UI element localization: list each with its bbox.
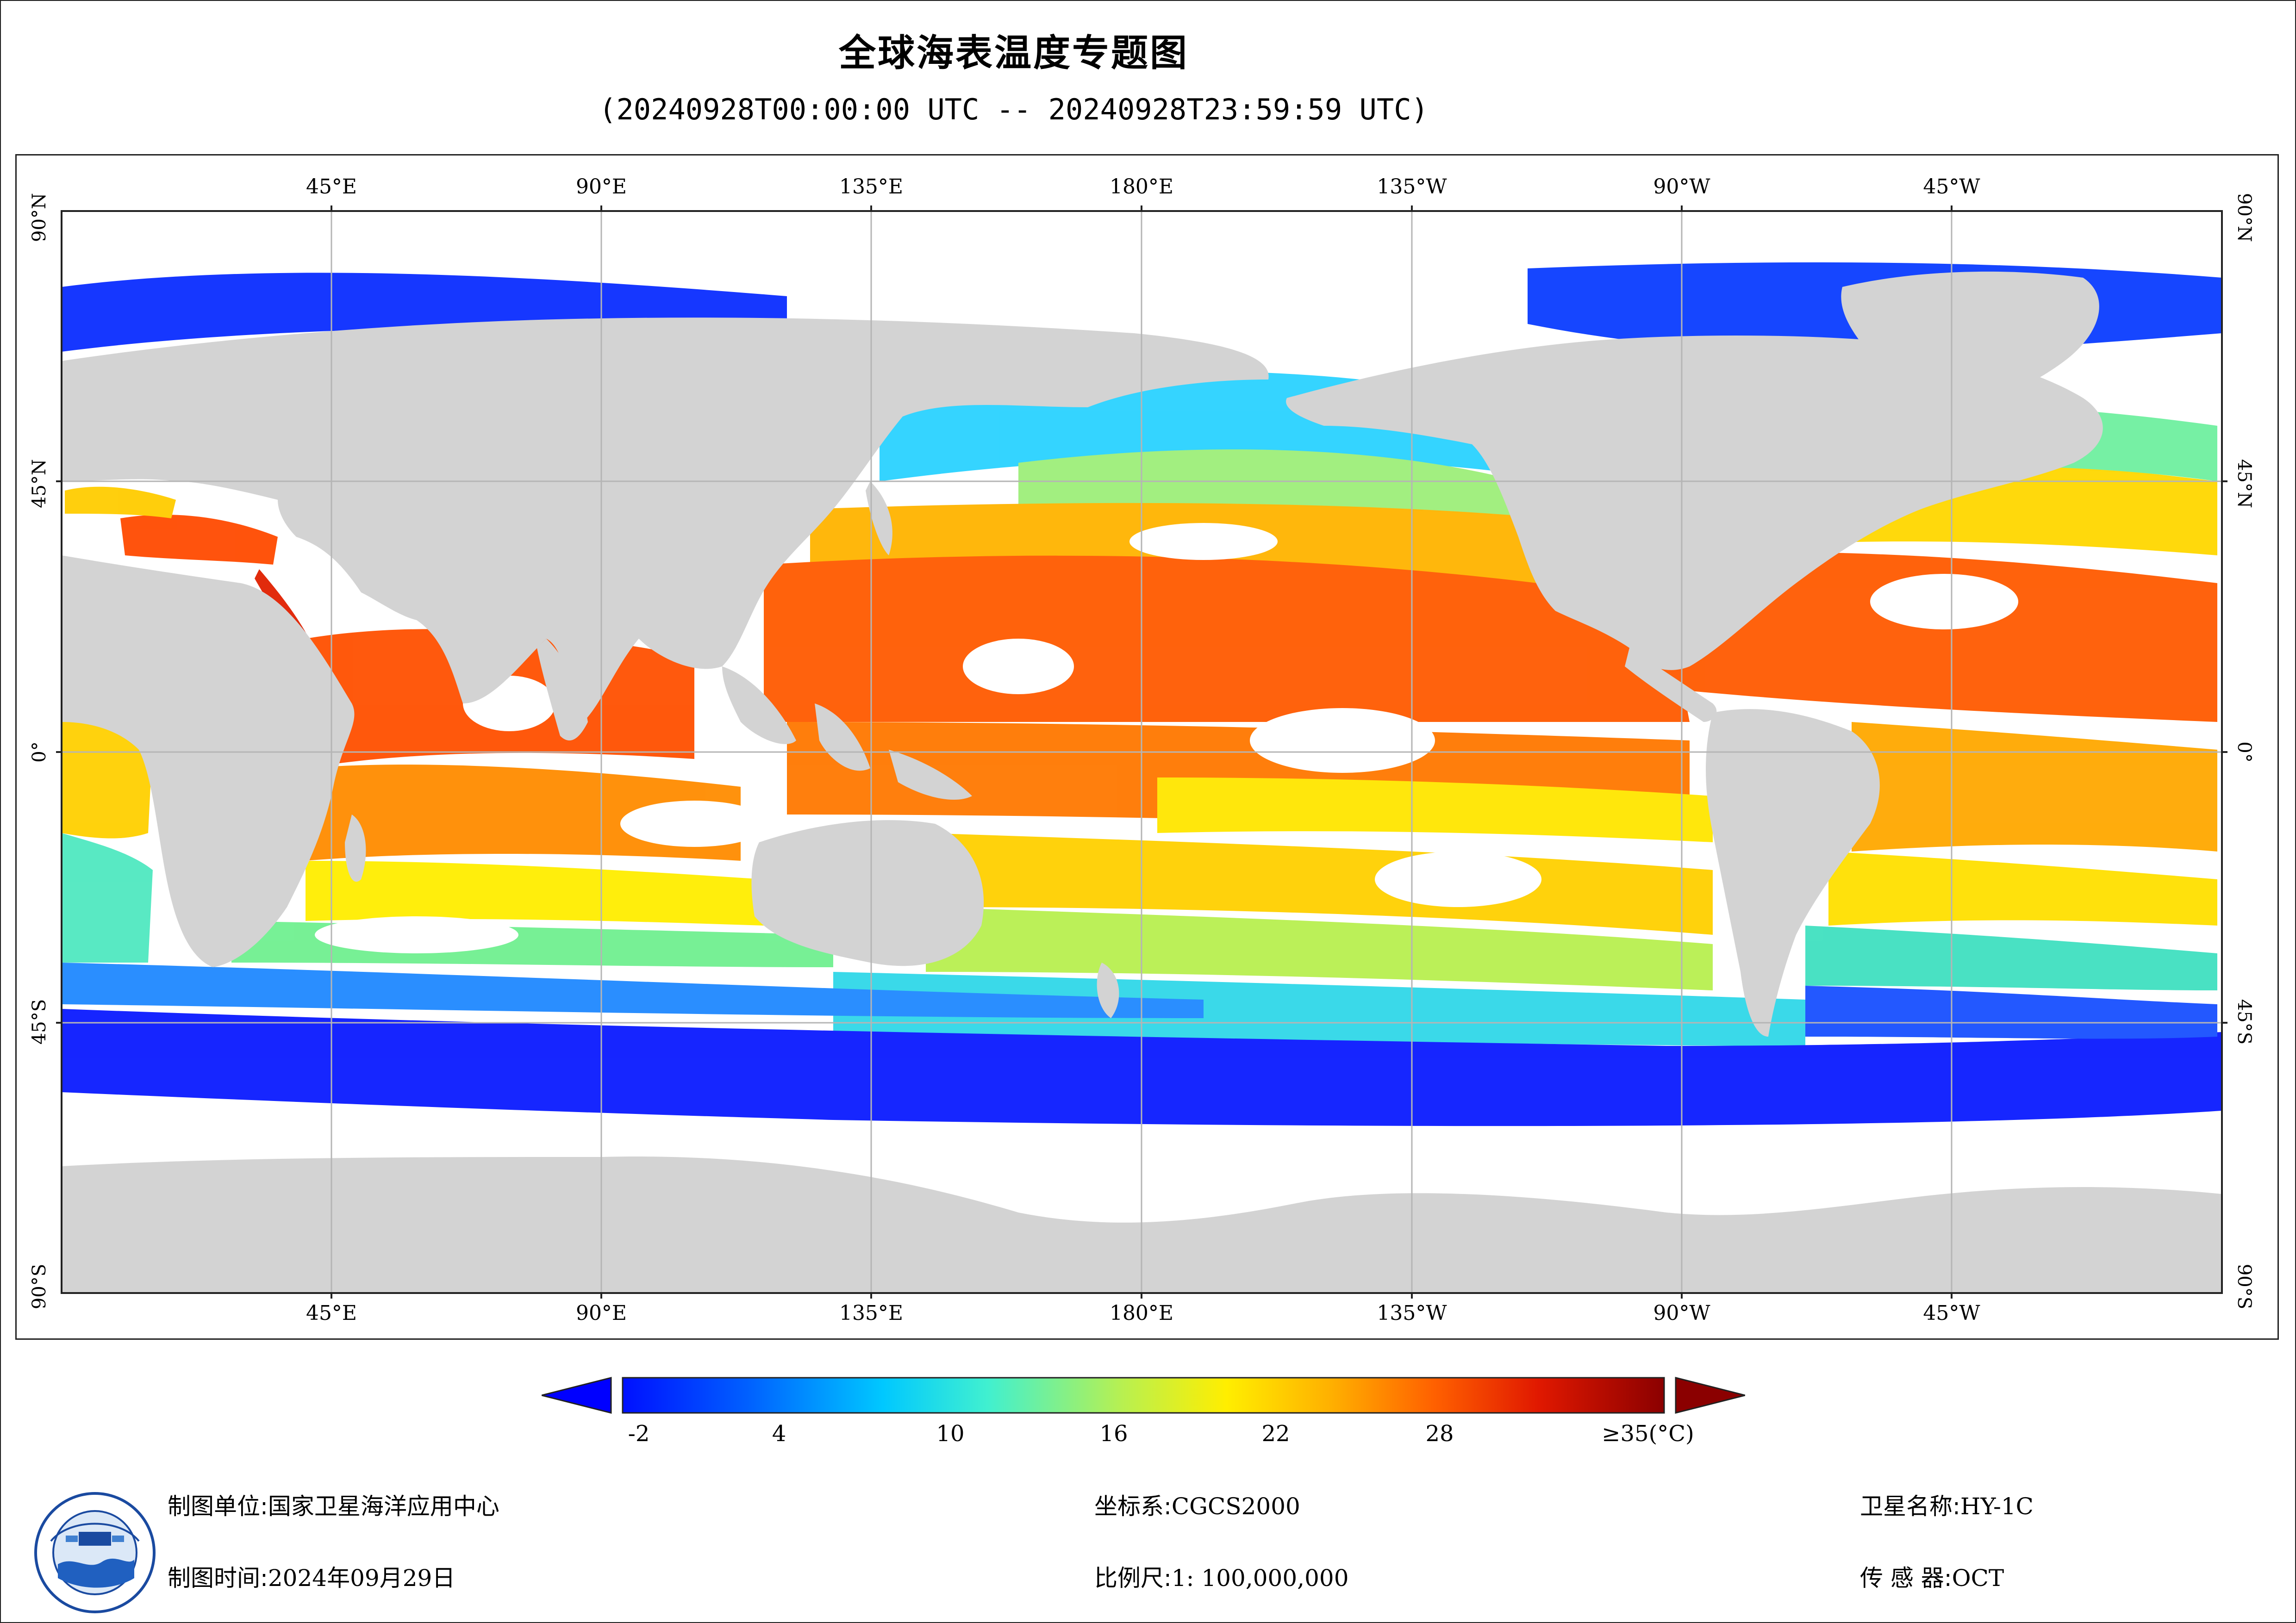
lat-label-left: 45°N: [29, 459, 50, 508]
production-date-value: 2024年09月29日: [268, 1565, 455, 1592]
lon-label-bottom: 135°W: [1377, 1301, 1447, 1325]
colorbar-tick: 4: [772, 1421, 786, 1447]
satellite-name-label: 卫星名称:: [1860, 1493, 1960, 1520]
lat-label-left: 90°N: [29, 193, 50, 242]
colorbar-tick: 10: [936, 1421, 965, 1447]
lon-label-bottom: 90°W: [1653, 1301, 1710, 1325]
sensor-name-label: 传 感 器:: [1860, 1565, 1952, 1592]
map-scale: 比例尺:1: 100,000,000: [1094, 1560, 1349, 1593]
lon-label-top: 45°W: [1923, 175, 1980, 199]
coordinate-system-value: CGCS2000: [1171, 1493, 1300, 1520]
colorbar-min-arrow: [542, 1377, 612, 1414]
coordinate-system: 坐标系:CGCS2000: [1094, 1488, 1300, 1521]
map-scale-value: 1: 100,000,000: [1171, 1565, 1349, 1592]
lat-label-left: 90°S: [29, 1263, 50, 1310]
production-unit: 制图单位:国家卫星海洋应用中心: [168, 1488, 499, 1521]
map-ticks: [56, 205, 2227, 1299]
map-scale-label: 比例尺:: [1094, 1565, 1172, 1592]
colorbar-tick: -2: [628, 1421, 650, 1447]
graticule: [62, 211, 2222, 1293]
production-unit-value: 国家卫星海洋应用中心: [268, 1493, 499, 1520]
lon-label-top: 135°E: [839, 175, 904, 199]
lon-label-bottom: 180°E: [1109, 1301, 1174, 1325]
colorbar-max-arrow: [1675, 1377, 1745, 1414]
colorbar-tick: ≥35(°C): [1602, 1421, 1694, 1447]
nsoas-emblem-icon: [34, 1492, 156, 1613]
colorbar-tick: 16: [1099, 1421, 1128, 1447]
production-date: 制图时间:2024年09月29日: [168, 1560, 455, 1593]
lon-label-bottom: 45°W: [1923, 1301, 1980, 1325]
lon-label-top: 90°E: [575, 175, 627, 199]
coordinate-system-label: 坐标系:: [1094, 1493, 1172, 1520]
sensor-name: 传 感 器:OCT: [1860, 1560, 2004, 1593]
time-range-subtitle: (20240928T00:00:00 UTC -- 20240928T23:59…: [599, 93, 1429, 126]
lat-label-left: 45°S: [29, 999, 50, 1045]
production-date-label: 制图时间:: [168, 1565, 268, 1592]
lon-label-top: 180°E: [1109, 175, 1174, 199]
lon-label-bottom: 135°E: [839, 1301, 904, 1325]
colorbar-tick: 22: [1261, 1421, 1290, 1447]
lat-label-left: 0°: [29, 741, 50, 763]
map-frame: [15, 154, 2279, 1340]
lon-label-bottom: 90°E: [575, 1301, 627, 1325]
satellite-name: 卫星名称:HY-1C: [1860, 1488, 2034, 1521]
sst-colorbar: [542, 1377, 1745, 1414]
lon-label-bottom: 45°E: [306, 1301, 357, 1325]
satellite-name-value: HY-1C: [1960, 1493, 2034, 1520]
map-title: 全球海表温度专题图: [839, 31, 1189, 75]
production-unit-label: 制图单位:: [168, 1493, 268, 1520]
lat-label-right: 90°S: [2234, 1263, 2255, 1310]
lon-label-top: 45°E: [306, 175, 357, 199]
lat-label-right: 45°N: [2234, 459, 2255, 508]
lat-label-right: 45°S: [2234, 999, 2255, 1045]
lon-label-top: 135°W: [1377, 175, 1447, 199]
no-data-patches: [315, 523, 2018, 953]
colorbar-tick: 28: [1425, 1421, 1454, 1447]
lon-label-top: 90°W: [1653, 175, 1710, 199]
lat-label-right: 90°N: [2234, 193, 2255, 242]
colorbar-gradient: [622, 1377, 1665, 1414]
sensor-name-value: OCT: [1952, 1565, 2004, 1592]
lat-label-right: 0°: [2234, 741, 2255, 763]
sst-map[interactable]: [0, 0, 2296, 1342]
